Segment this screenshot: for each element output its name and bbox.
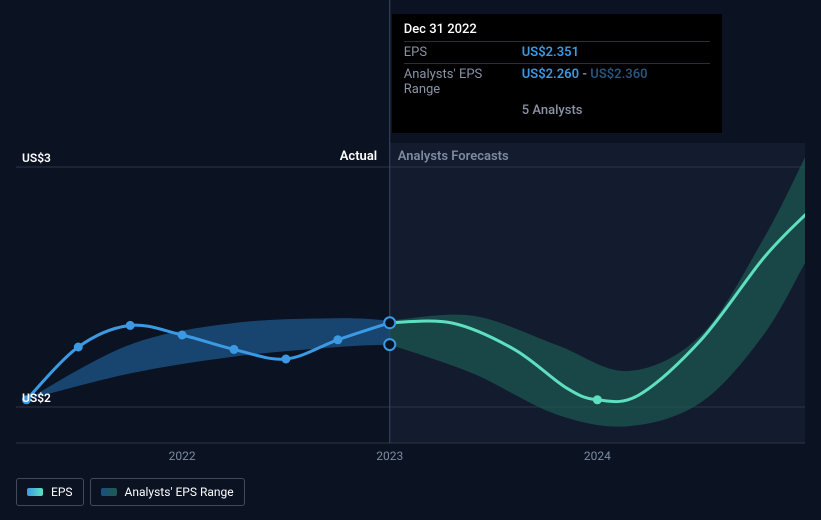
legend-swatch bbox=[101, 488, 117, 496]
hover-tooltip: Dec 31 2022 EPS US$2.351 Analysts' EPS R… bbox=[392, 14, 722, 133]
eps-chart[interactable]: US$3 US$2 Actual Analysts Forecasts 2022… bbox=[16, 0, 805, 460]
legend-item-eps[interactable]: EPS bbox=[16, 478, 84, 506]
legend-item-range[interactable]: Analysts' EPS Range bbox=[90, 478, 245, 506]
tooltip-date: Dec 31 2022 bbox=[404, 22, 710, 41]
legend-label: Analysts' EPS Range bbox=[125, 485, 234, 499]
x-axis-label: 2024 bbox=[577, 449, 617, 463]
tooltip-row-value: US$2.351 bbox=[522, 45, 579, 60]
tooltip-analysts-count: 5 Analysts bbox=[522, 103, 583, 118]
chart-legend: EPS Analysts' EPS Range bbox=[16, 478, 245, 506]
region-label-forecast: Analysts Forecasts bbox=[398, 149, 509, 164]
legend-label: EPS bbox=[51, 485, 73, 499]
y-axis-label: US$2 bbox=[22, 391, 51, 405]
tooltip-spacer bbox=[404, 103, 522, 118]
tooltip-row-label: EPS bbox=[404, 45, 522, 60]
x-axis-label: 2022 bbox=[162, 449, 202, 463]
legend-swatch bbox=[27, 488, 43, 496]
region-label-actual: Actual bbox=[340, 149, 377, 164]
x-axis-label: 2023 bbox=[370, 449, 410, 463]
tooltip-range-value: US$2.260 - US$2.360 bbox=[522, 67, 648, 97]
y-axis-label: US$3 bbox=[22, 151, 51, 165]
tooltip-range-label: Analysts' EPS Range bbox=[404, 67, 522, 97]
